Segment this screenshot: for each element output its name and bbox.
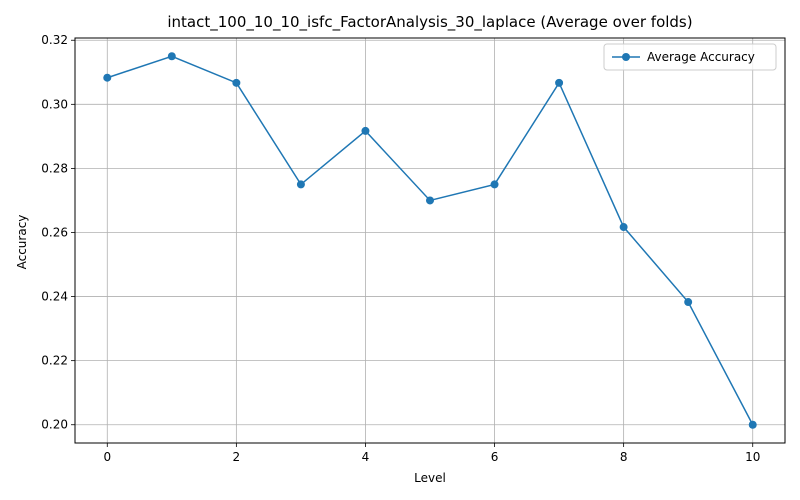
y-tick-label: 0.20: [41, 418, 68, 432]
legend-entry-label: Average Accuracy: [647, 50, 755, 64]
y-tick-label: 0.32: [41, 33, 68, 47]
x-tick-label: 2: [233, 450, 241, 464]
y-tick-label: 0.30: [41, 97, 68, 111]
y-tick-label: 0.22: [41, 354, 68, 368]
data-point-marker: [555, 78, 564, 87]
legend-box: [603, 43, 777, 71]
chart-title: intact_100_10_10_isfc_FactorAnalysis_30_…: [167, 13, 692, 32]
x-tick-label: 0: [103, 450, 111, 464]
y-axis-label: Accuracy: [15, 215, 29, 270]
data-point-marker: [361, 126, 370, 135]
legend: Average Accuracy: [603, 43, 777, 71]
plot-frame: [74, 37, 786, 444]
x-tick-label: 8: [620, 450, 628, 464]
y-tick-label: 0.26: [41, 225, 68, 239]
data-point-marker: [684, 298, 693, 307]
series-line: [107, 55, 754, 426]
data-point-marker: [103, 73, 112, 82]
data-point-marker: [232, 78, 241, 87]
legend-marker-swatch: [622, 53, 630, 61]
x-tick-label: 6: [491, 450, 499, 464]
y-tick-label: 0.28: [41, 161, 68, 175]
series-layer: [103, 52, 757, 429]
y-tick-label: 0.24: [41, 290, 68, 304]
data-point-marker: [748, 420, 757, 429]
data-point-marker: [490, 180, 499, 189]
data-point-marker: [296, 180, 305, 189]
grid: [75, 38, 785, 443]
x-axis-ticks: 0 2 4 6 8 10: [103, 443, 760, 464]
data-point-marker: [167, 52, 176, 61]
data-point-marker: [619, 223, 628, 232]
x-tick-label: 10: [745, 450, 760, 464]
data-point-marker: [426, 196, 434, 205]
x-axis-label: Level: [414, 471, 446, 485]
y-axis-ticks: 0.20 0.22 0.24 0.26 0.28 0.30 0.32: [41, 33, 75, 432]
x-tick-label: 4: [362, 450, 370, 464]
